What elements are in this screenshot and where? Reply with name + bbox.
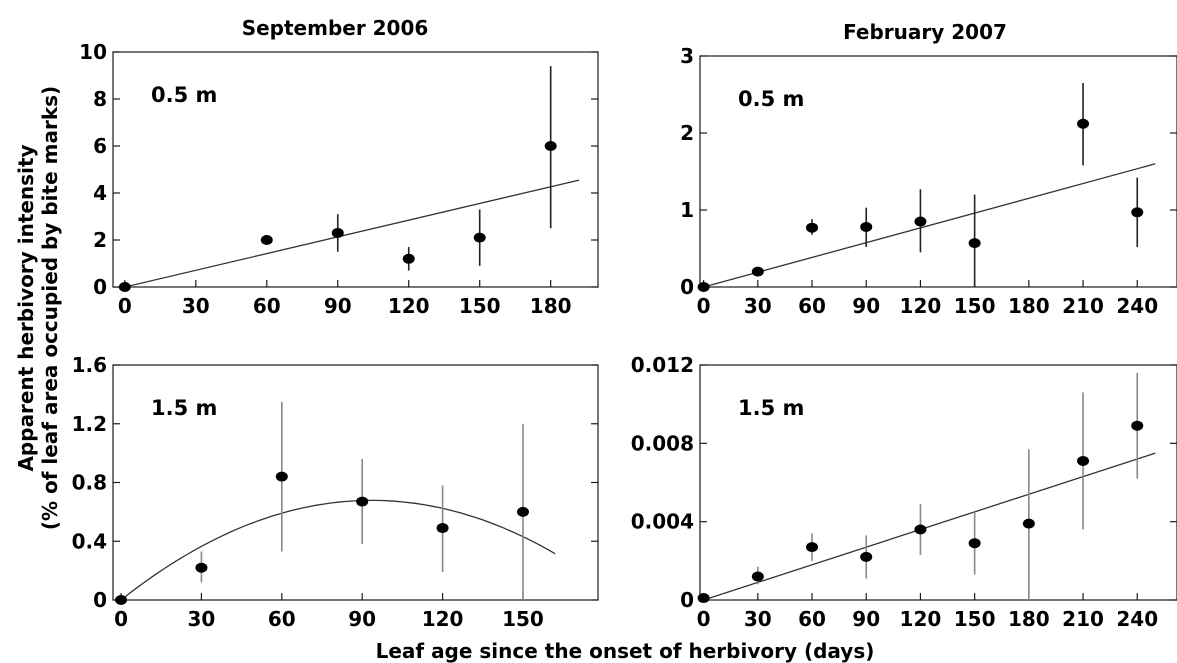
column-title-right: February 2007 — [843, 20, 1007, 44]
x-tick-label: 240 — [1116, 607, 1158, 631]
y-tick-label: 0.4 — [72, 529, 107, 553]
x-tick-label: 90 — [852, 294, 880, 318]
x-tick-label: 60 — [798, 294, 826, 318]
x-tick-label: 90 — [348, 607, 376, 631]
data-point — [437, 523, 449, 533]
x-tick-label: 30 — [188, 607, 216, 631]
data-point — [806, 542, 818, 552]
x-tick-label: 30 — [182, 294, 210, 318]
data-point — [1077, 456, 1089, 466]
y-tick-label: 10 — [79, 40, 107, 64]
x-tick-label: 120 — [422, 607, 464, 631]
y-tick-label: 0 — [680, 275, 694, 299]
data-point — [261, 235, 273, 245]
x-tick-label: 30 — [744, 294, 772, 318]
panel-feb-15m: 0 0.004 0.008 0.012 0 30 60 90 120 150 180 210 240 1.… — [631, 353, 1177, 631]
y-tick-label: 2 — [680, 121, 694, 145]
data-point — [969, 238, 981, 248]
y-tick-label: 0 — [93, 588, 107, 612]
x-tick-label: 60 — [798, 607, 826, 631]
data-point — [276, 472, 288, 482]
x-tick-label: 120 — [388, 294, 430, 318]
x-tick-label: 120 — [900, 607, 942, 631]
panel-label: 0.5 m — [151, 83, 217, 107]
x-tick-label: 30 — [744, 607, 772, 631]
fit-curve — [121, 500, 555, 600]
data-point — [403, 254, 415, 264]
fit-line — [704, 164, 1156, 287]
data-point — [969, 538, 981, 548]
x-tick-label: 0 — [697, 607, 711, 631]
x-tick-label: 0 — [697, 294, 711, 318]
y-tick-label: 0 — [93, 275, 107, 299]
data-point — [115, 595, 127, 605]
x-tick-label: 210 — [1062, 294, 1104, 318]
y-tick-label: 3 — [680, 44, 694, 68]
x-tick-label: 0 — [114, 607, 128, 631]
panel-label: 1.5 m — [151, 396, 217, 420]
y-tick-label: 2 — [93, 228, 107, 252]
x-tick-label: 150 — [459, 294, 501, 318]
x-tick-label: 180 — [1008, 294, 1050, 318]
data-point — [195, 563, 207, 573]
data-point — [752, 267, 764, 277]
y-tick-label: 1 — [680, 198, 694, 222]
data-point — [860, 222, 872, 232]
data-point — [914, 525, 926, 535]
x-tick-label: 0 — [118, 294, 132, 318]
panel-label: 1.5 m — [738, 396, 804, 420]
data-point — [1023, 519, 1035, 529]
x-tick-label: 120 — [900, 294, 942, 318]
y-tick-label: 0.8 — [72, 471, 107, 495]
y-tick-label: 8 — [93, 87, 107, 111]
fit-line — [704, 453, 1156, 600]
panel-label: 0.5 m — [738, 87, 804, 111]
x-tick-label: 150 — [954, 294, 996, 318]
y-tick-label: 1.2 — [72, 412, 107, 436]
x-tick-label: 180 — [1008, 607, 1050, 631]
data-point — [1131, 207, 1143, 217]
x-tick-label: 150 — [502, 607, 544, 631]
column-title-left: September 2006 — [242, 16, 429, 40]
y-axis-title-line1: Apparent herbivory intensity — [14, 144, 38, 471]
y-axis-title-line2: (% of leaf area occupied by bite marks) — [38, 86, 62, 530]
x-tick-label: 60 — [268, 607, 296, 631]
data-point — [914, 217, 926, 227]
x-tick-label: 60 — [253, 294, 281, 318]
data-point — [698, 282, 710, 292]
y-tick-label: 0.012 — [631, 353, 694, 377]
data-point — [806, 223, 818, 233]
x-axis-title: Leaf age since the onset of herbivory (d… — [376, 639, 875, 663]
x-tick-label: 150 — [954, 607, 996, 631]
data-point — [545, 141, 557, 151]
data-point — [752, 572, 764, 582]
panel-sep-15m: 0 0.4 0.8 1.2 1.6 0 30 60 90 120 150 1.5 m — [72, 353, 598, 631]
fit-line — [125, 180, 579, 287]
y-tick-label: 0.008 — [631, 431, 694, 455]
data-point — [698, 593, 710, 603]
x-tick-label: 210 — [1062, 607, 1104, 631]
data-point — [1131, 421, 1143, 431]
data-point — [332, 228, 344, 238]
x-tick-label: 180 — [530, 294, 572, 318]
y-tick-label: 4 — [93, 181, 107, 205]
x-tick-label: 240 — [1116, 294, 1158, 318]
y-tick-label: 0.004 — [631, 510, 694, 534]
data-point — [474, 233, 486, 243]
data-point — [517, 507, 529, 517]
y-tick-label: 1.6 — [72, 353, 107, 377]
panel-sep-05m: 0 2 4 6 8 10 0 30 60 90 120 150 180 0.5 m — [79, 40, 598, 318]
y-tick-label: 0 — [680, 588, 694, 612]
y-tick-label: 6 — [93, 134, 107, 158]
x-tick-label: 90 — [852, 607, 880, 631]
data-point — [860, 552, 872, 562]
data-point — [356, 497, 368, 507]
data-point — [119, 282, 131, 292]
data-point — [1077, 119, 1089, 129]
x-tick-label: 90 — [324, 294, 352, 318]
